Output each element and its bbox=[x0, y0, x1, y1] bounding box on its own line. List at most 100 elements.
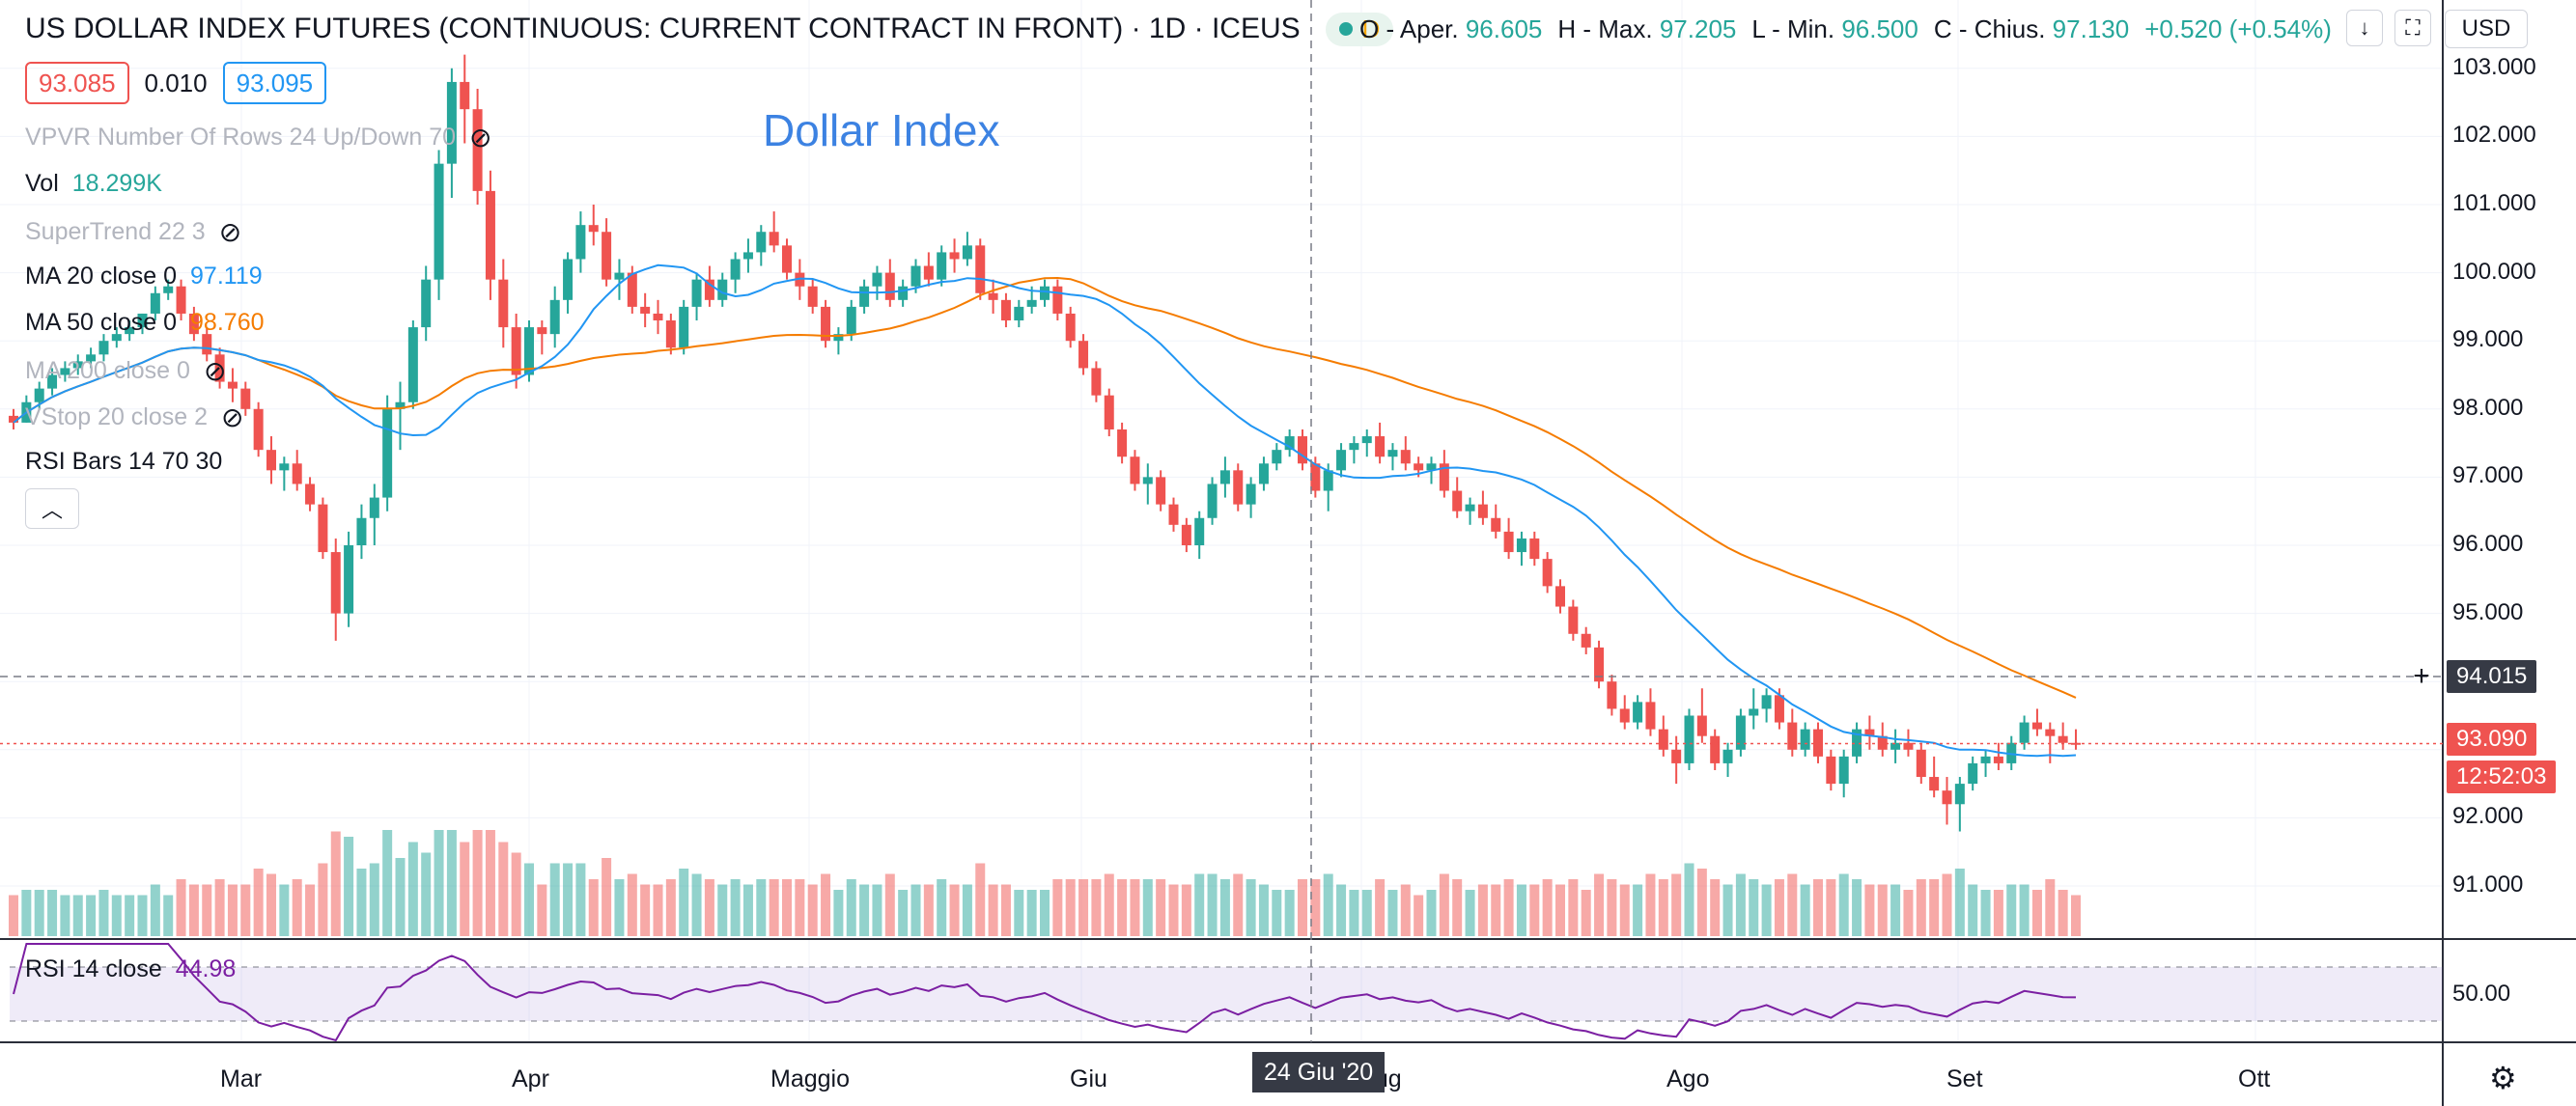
chevron-up-icon[interactable]: ︿ bbox=[25, 488, 79, 529]
eye-crossed-icon[interactable]: ⊘ bbox=[218, 217, 242, 247]
indicator-ma200-label: MA 200 close 0 bbox=[25, 357, 190, 384]
candle-body bbox=[2031, 722, 2042, 730]
candle-body bbox=[1568, 606, 1579, 634]
price-axis-label: 102.000 bbox=[2452, 122, 2536, 149]
bid-button[interactable]: 93.085 bbox=[25, 62, 129, 104]
volume-bar bbox=[202, 884, 212, 936]
candle-body bbox=[1864, 729, 1875, 736]
volume-bar bbox=[872, 884, 882, 936]
volume-bar bbox=[1272, 890, 1282, 936]
volume-bar bbox=[1284, 890, 1295, 936]
rsi-legend[interactable]: RSI 14 close 44.98 bbox=[25, 955, 236, 983]
volume-bar bbox=[253, 869, 264, 936]
price-axis-label: 96.000 bbox=[2452, 531, 2524, 557]
volume-bar bbox=[2058, 890, 2068, 936]
status-letter: D bbox=[1361, 14, 1381, 43]
volume-bar bbox=[1414, 895, 1424, 936]
volume-bar bbox=[1336, 884, 1347, 936]
price-axis-label: 101.000 bbox=[2452, 190, 2536, 216]
volume-bar bbox=[1761, 884, 1772, 936]
eye-crossed-icon[interactable]: ⊘ bbox=[203, 356, 227, 386]
volume-bar bbox=[1181, 884, 1191, 936]
volume-bar bbox=[1065, 879, 1076, 936]
candle-body bbox=[1233, 470, 1244, 505]
crosshair-time-tag: 24 Giu '20 bbox=[1252, 1052, 1386, 1092]
symbol-header[interactable]: US DOLLAR INDEX FUTURES (CONTINUOUS: CUR… bbox=[25, 10, 1394, 48]
indicator-vpvr[interactable]: VPVR Number Of Rows 24 Up/Down 70 ⊘ bbox=[25, 122, 491, 153]
volume-bar bbox=[769, 879, 779, 936]
eye-crossed-icon[interactable]: ⊘ bbox=[469, 123, 492, 152]
volume-bar bbox=[1722, 884, 1733, 936]
candle-body bbox=[679, 306, 689, 348]
time-axis-label: Ago bbox=[1666, 1065, 1710, 1092]
volume-bar bbox=[1903, 890, 1914, 936]
fullscreen-icon[interactable]: ⛶ bbox=[2394, 10, 2431, 46]
volume-bar bbox=[1542, 879, 1553, 936]
candle-body bbox=[923, 265, 934, 280]
download-icon[interactable]: ↓ bbox=[2346, 10, 2383, 46]
close-value: 97.130 bbox=[2052, 14, 2130, 43]
volume-bar bbox=[47, 890, 58, 936]
rsi-band bbox=[10, 967, 2443, 1021]
gear-icon[interactable]: ⚙ bbox=[2489, 1061, 2517, 1095]
indicator-ma50[interactable]: MA 50 close 0 98.760 bbox=[25, 309, 265, 337]
volume-bar bbox=[356, 869, 367, 936]
volume-bar bbox=[588, 879, 599, 936]
candle-body bbox=[537, 327, 547, 335]
volume-bar bbox=[421, 852, 432, 936]
volume-bar bbox=[60, 895, 70, 936]
volume-bar bbox=[330, 831, 341, 936]
volume-bar bbox=[962, 884, 972, 936]
volume-bar bbox=[1491, 884, 1501, 936]
indicator-supertrend[interactable]: SuperTrend 22 3 ⊘ bbox=[25, 216, 241, 248]
rsi-value: 44.98 bbox=[175, 955, 237, 982]
candle-body bbox=[344, 545, 354, 614]
ma50-line bbox=[13, 276, 2077, 699]
candle-body bbox=[266, 450, 276, 471]
volume-bar bbox=[937, 879, 947, 936]
indicator-rsi-bars[interactable]: RSI Bars 14 70 30 bbox=[25, 448, 222, 476]
volume-bar bbox=[1117, 879, 1128, 936]
volume-bar bbox=[214, 879, 225, 936]
indicator-ma200[interactable]: MA 200 close 0 ⊘ bbox=[25, 355, 226, 387]
volume-bar bbox=[1310, 879, 1321, 936]
indicator-vstop[interactable]: VStop 20 close 2 ⊘ bbox=[25, 401, 243, 433]
candle-body bbox=[1258, 463, 1269, 484]
indicator-volume[interactable]: Vol 18.299K bbox=[25, 170, 162, 198]
candle-body bbox=[47, 374, 58, 389]
symbol-title[interactable]: US DOLLAR INDEX FUTURES (CONTINUOUS: CUR… bbox=[25, 13, 1301, 44]
volume-bar bbox=[1826, 879, 1836, 936]
candle-body bbox=[1929, 777, 1940, 791]
eye-crossed-icon[interactable]: ⊘ bbox=[221, 402, 244, 432]
candle-body bbox=[1916, 749, 1926, 778]
volume-bar bbox=[524, 863, 534, 936]
candle-body bbox=[575, 225, 586, 260]
volume-bar bbox=[640, 884, 651, 936]
currency-button[interactable]: USD bbox=[2445, 10, 2528, 48]
candle-body bbox=[498, 279, 509, 328]
volume-bar bbox=[240, 884, 251, 936]
bid-ask-widget: 93.085 0.010 93.095 bbox=[25, 62, 327, 104]
indicator-ma20[interactable]: MA 20 close 0 97.119 bbox=[25, 263, 263, 290]
volume-bar bbox=[1130, 879, 1140, 936]
price-axis-label: 97.000 bbox=[2452, 462, 2524, 489]
volume-bar bbox=[1581, 890, 1591, 936]
candle-body bbox=[137, 313, 148, 328]
candle-body bbox=[730, 259, 741, 280]
volume-bar bbox=[717, 884, 728, 936]
candle-body bbox=[1130, 456, 1140, 484]
candle-body bbox=[795, 272, 805, 287]
price-axis-label: 95.000 bbox=[2452, 598, 2524, 625]
candle-body bbox=[253, 408, 264, 451]
volume-bar bbox=[188, 884, 199, 936]
volume-bar bbox=[1619, 884, 1630, 936]
candle-body bbox=[717, 279, 728, 300]
ask-button[interactable]: 93.095 bbox=[222, 62, 327, 104]
candle-body bbox=[485, 190, 495, 280]
candle-body bbox=[782, 245, 792, 273]
candle-body bbox=[1465, 504, 1475, 512]
volume-bar bbox=[704, 879, 714, 936]
low-label: L - Min. bbox=[1751, 14, 1835, 43]
candle-body bbox=[1774, 695, 1784, 723]
